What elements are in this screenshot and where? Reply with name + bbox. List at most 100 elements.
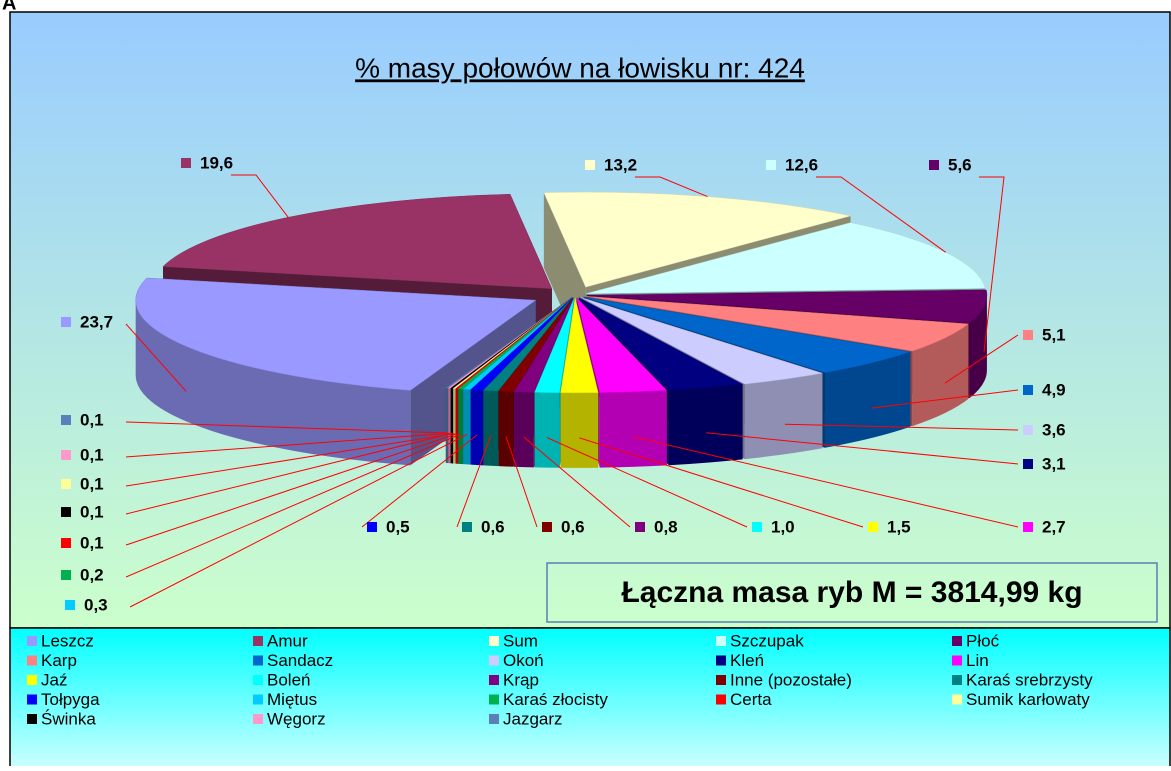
legend-swatch xyxy=(27,694,37,705)
label-swatch xyxy=(181,158,191,168)
leader-line xyxy=(579,437,864,528)
legend-label: Certa xyxy=(730,690,772,709)
slice-wall xyxy=(483,390,499,467)
legend-swatch xyxy=(27,655,37,666)
leader-line xyxy=(546,437,748,528)
leader-line xyxy=(523,436,631,528)
leader-line xyxy=(944,334,1019,384)
data-label: 3,6 xyxy=(1042,420,1066,439)
legend-label: Krąp xyxy=(503,670,539,689)
slice xyxy=(586,289,988,324)
legend-label: Karp xyxy=(41,651,77,670)
legend-swatch xyxy=(716,675,726,685)
legend-label: Karaś złocisty xyxy=(503,690,608,709)
label-swatch xyxy=(542,522,552,532)
slice-wall xyxy=(912,323,969,427)
label-swatch xyxy=(585,160,595,170)
leader-line xyxy=(505,436,538,528)
legend-swatch xyxy=(716,694,726,705)
data-label: 0,1 xyxy=(80,410,104,429)
data-label: 0,1 xyxy=(80,474,104,493)
leader-line xyxy=(125,432,453,515)
legend-swatch xyxy=(253,675,263,685)
annotation-box xyxy=(546,562,1158,623)
annotation: Łączna masa ryb M = 3814,99 kg xyxy=(621,576,1082,609)
slice xyxy=(580,297,823,385)
legend-label: Szczupak xyxy=(730,631,804,650)
slice xyxy=(576,296,668,393)
label-swatch xyxy=(462,522,472,532)
pie xyxy=(135,191,988,468)
legend-label: Miętus xyxy=(267,690,317,709)
legend-label: Boleń xyxy=(267,670,310,689)
panel-label: A xyxy=(2,0,16,14)
data-label: 4,9 xyxy=(1042,380,1066,399)
slice-wall xyxy=(445,387,449,464)
slice-wall xyxy=(135,300,411,466)
slice-wall xyxy=(458,388,464,465)
label-swatch xyxy=(766,160,776,170)
legend-swatch xyxy=(952,636,962,646)
data-label: 1,5 xyxy=(887,517,911,536)
label-swatch xyxy=(1023,459,1033,469)
legend-label: Karaś srebrzysty xyxy=(966,670,1093,689)
leader-line xyxy=(125,432,450,458)
data-label: 5,1 xyxy=(1042,325,1066,344)
label-swatch xyxy=(61,570,71,580)
label-swatch xyxy=(61,317,71,327)
slice xyxy=(534,297,575,394)
legend-swatch xyxy=(489,694,499,705)
data-label: 0,5 xyxy=(386,517,410,536)
label-swatch xyxy=(1023,385,1033,395)
legend-label: Sum xyxy=(503,631,538,650)
data-label: 0,8 xyxy=(654,517,678,536)
slice-wall xyxy=(969,295,987,398)
legend-swatch xyxy=(489,675,499,685)
legend-label: Świnka xyxy=(41,709,96,728)
legend-label: Inne (pozostałe) xyxy=(730,670,852,689)
leader-line xyxy=(816,176,947,253)
leader-line xyxy=(125,323,187,392)
legend-swatch xyxy=(952,675,962,685)
data-label: 23,7 xyxy=(80,312,113,331)
slice-wall xyxy=(513,391,534,468)
label-swatch xyxy=(61,415,71,425)
label-swatch xyxy=(868,522,878,532)
data-label: 2,7 xyxy=(1042,517,1066,536)
legend-label: Jazgarz xyxy=(503,709,563,728)
legend-label: Sandacz xyxy=(267,651,333,670)
label-swatch xyxy=(61,538,71,548)
slice xyxy=(543,191,851,288)
label-swatch xyxy=(367,522,377,532)
slice-wall xyxy=(463,389,471,465)
labels: 23,7 19,6 13,2 12,6 5,6 5,1 4,9 3,6 3,1 2,7 1,5 1,0… xyxy=(61,153,1066,614)
leader-line xyxy=(125,421,448,434)
leader-line xyxy=(635,176,708,198)
legend-swatch xyxy=(27,675,37,685)
legend-label: Leszcz xyxy=(41,631,94,650)
label-swatch xyxy=(61,507,71,517)
leader-line xyxy=(456,435,492,528)
legend-swatch xyxy=(253,636,263,646)
data-label: 0,6 xyxy=(481,517,505,536)
data-label: 0,6 xyxy=(561,517,585,536)
slice-wall xyxy=(455,388,459,464)
data-label: 1,0 xyxy=(771,517,795,536)
slice xyxy=(560,297,599,394)
legend-swatch xyxy=(253,714,263,724)
legend-swatch xyxy=(253,694,263,705)
slice xyxy=(578,297,744,391)
slice xyxy=(498,297,574,393)
legend-label: Węgorz xyxy=(267,709,326,728)
leader-line xyxy=(706,432,1019,465)
legend-swatch xyxy=(952,655,962,666)
legend-swatch xyxy=(489,636,499,646)
legend-swatch xyxy=(27,636,37,646)
data-label: 0,1 xyxy=(80,502,104,521)
slice xyxy=(583,296,911,374)
legend-swatch xyxy=(489,714,499,724)
data-label: 0,3 xyxy=(84,595,108,614)
slice-wall xyxy=(453,388,456,464)
slice xyxy=(470,297,573,391)
leader-line xyxy=(361,434,478,528)
